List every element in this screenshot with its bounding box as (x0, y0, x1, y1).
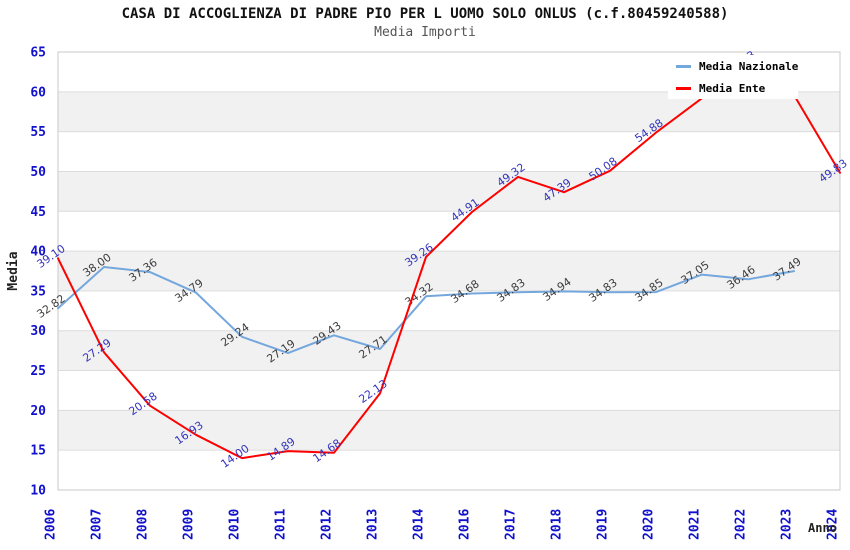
y-tick-label: 20 (30, 404, 46, 419)
legend-item-media-ente: Media Ente (676, 82, 796, 95)
x-tick-label: 2016 (458, 509, 473, 540)
background-band (58, 171, 840, 212)
chart-title: CASA DI ACCOGLIENZA DI PADRE PIO PER L U… (121, 6, 729, 22)
y-tick-label: 15 (30, 444, 46, 459)
x-tick-label: 2023 (780, 509, 795, 540)
chart-subtitle: Media Importi (374, 25, 476, 40)
y-tick-label: 65 (30, 46, 46, 61)
x-tick-label: 2008 (136, 509, 151, 540)
background-band (58, 410, 840, 451)
media-ente-line-swatch (676, 87, 691, 90)
media-nazionale-line-swatch (676, 65, 691, 68)
y-tick-label: 45 (30, 205, 46, 220)
x-tick-label: 2014 (412, 509, 427, 540)
x-axis-title: Anno (808, 521, 837, 535)
x-tick-label: 2024 (826, 509, 841, 540)
y-tick-label: 10 (30, 484, 46, 499)
y-tick-label: 35 (30, 284, 46, 299)
x-tick-label: 2011 (274, 509, 289, 540)
legend-item-media-nazionale: Media Nazionale (676, 60, 799, 73)
x-tick-label: 2007 (90, 509, 105, 540)
y-tick-label: 60 (30, 85, 46, 100)
x-tick-label: 2006 (44, 509, 59, 540)
legend-label-media-nazionale: Media Nazionale (699, 60, 799, 73)
x-tick-label: 2012 (320, 509, 335, 540)
x-tick-label: 2020 (642, 509, 657, 540)
y-tick-label: 30 (30, 324, 46, 339)
x-tick-label: 2010 (228, 509, 243, 540)
x-tick-label: 2013 (366, 509, 381, 540)
legend-label-media-ente: Media Ente (699, 82, 766, 95)
x-tick-label: 2021 (688, 509, 703, 540)
media-nazionale-line (57, 266, 795, 355)
x-tick-label: 2018 (550, 509, 565, 540)
y-tick-label: 50 (30, 165, 46, 180)
background-band (58, 251, 840, 291)
plot-border (57, 51, 841, 491)
y-tick-label: 40 (30, 245, 46, 260)
x-tick-label: 2017 (504, 509, 519, 540)
y-axis-title: Media (6, 251, 21, 290)
y-tick-label: 25 (30, 364, 46, 379)
y-tick-label: 55 (30, 125, 46, 140)
legend: Media Nazionale Media Ente (668, 55, 798, 99)
x-tick-label: 2009 (182, 509, 197, 540)
background-band (58, 330, 840, 371)
x-tick-label: 2019 (596, 509, 611, 540)
x-tick-label: 2022 (734, 509, 749, 540)
